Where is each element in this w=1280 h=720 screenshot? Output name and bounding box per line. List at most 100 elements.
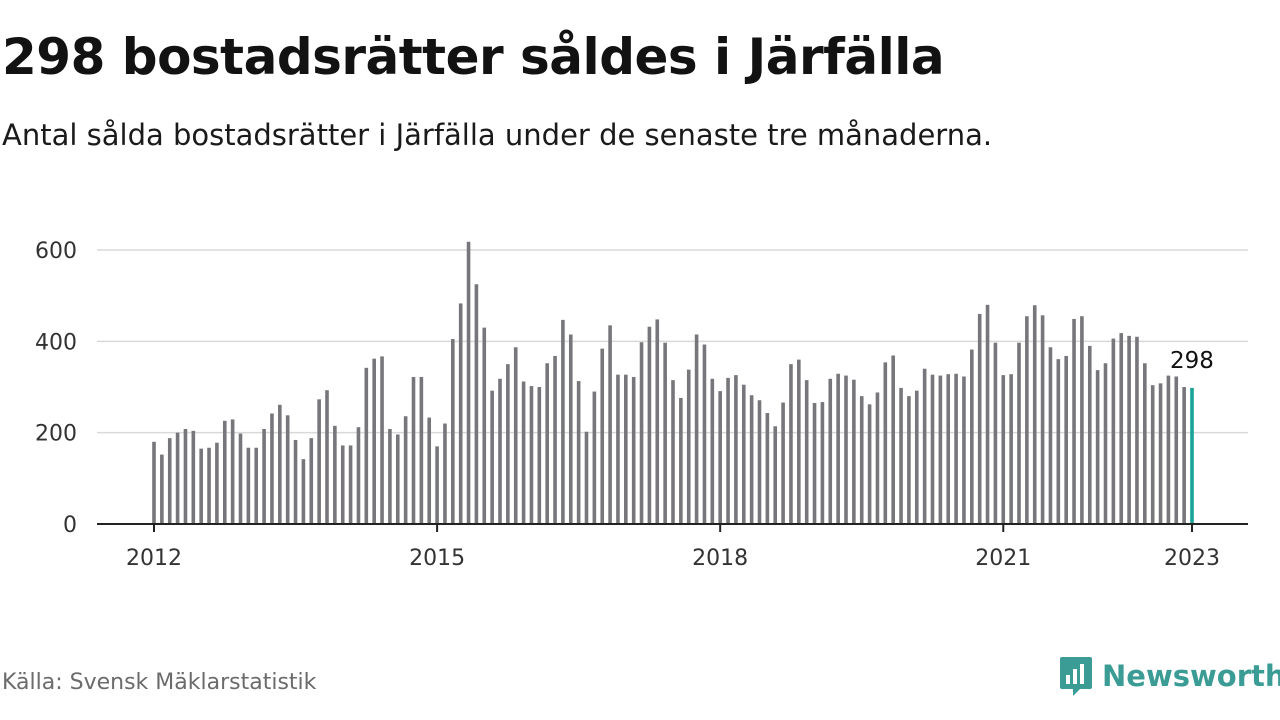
bar [616, 374, 620, 524]
bar [946, 374, 951, 524]
bar [278, 404, 282, 524]
bar [1174, 376, 1179, 524]
bar [820, 402, 825, 524]
bar [498, 378, 502, 524]
bar [458, 303, 463, 524]
bar [207, 447, 211, 524]
bar [757, 400, 762, 524]
bar [1127, 335, 1131, 524]
bar [340, 445, 345, 524]
bar [333, 425, 337, 524]
bar [883, 362, 888, 524]
bar [246, 447, 251, 524]
highlight-value-label: 298 [1170, 348, 1214, 374]
bar [427, 417, 432, 524]
bar [797, 359, 801, 524]
brand-name: Newsworthy [1102, 659, 1280, 693]
bar [1040, 315, 1045, 524]
bar [262, 429, 266, 524]
bar [403, 416, 408, 524]
bar [804, 380, 809, 524]
bar [1166, 375, 1171, 524]
bar [1182, 387, 1186, 524]
bar [1025, 316, 1029, 524]
bar [891, 355, 895, 524]
bar [238, 433, 243, 524]
bar [970, 349, 974, 524]
bar [812, 402, 817, 524]
bar [663, 342, 667, 524]
bar [985, 304, 990, 524]
bar [1056, 359, 1061, 524]
x-tick-label: 2012 [126, 546, 182, 571]
bar [1111, 338, 1116, 524]
bar [1143, 363, 1147, 524]
bar [938, 375, 943, 524]
bar [537, 387, 542, 524]
brand-logo: Newsworthy [1058, 655, 1280, 697]
bar [741, 384, 746, 524]
bar [160, 454, 164, 524]
bar [285, 415, 290, 524]
bar [474, 284, 479, 524]
bar [867, 404, 872, 524]
bar [836, 373, 840, 524]
bar [624, 374, 628, 524]
bar [175, 432, 180, 524]
bar [1009, 374, 1013, 524]
bar [828, 378, 833, 524]
bar [183, 429, 188, 524]
bar [726, 377, 730, 524]
bar [749, 395, 754, 524]
bar [466, 241, 471, 524]
bar [655, 319, 660, 524]
bar [702, 344, 707, 524]
bar [191, 430, 196, 524]
bar [553, 355, 557, 524]
bar [561, 319, 565, 524]
bar [639, 342, 644, 524]
bar [592, 391, 597, 524]
bar [852, 379, 856, 524]
bar [215, 442, 219, 524]
bar [1001, 375, 1006, 524]
bar [576, 381, 581, 524]
bar [765, 413, 770, 524]
bar [954, 373, 958, 524]
bar [395, 434, 400, 524]
bar [199, 448, 203, 524]
bar [631, 376, 636, 524]
bar [694, 334, 699, 524]
bar [419, 376, 424, 524]
bar [513, 347, 518, 524]
bar [301, 459, 306, 524]
bar [1048, 347, 1053, 524]
bar [671, 380, 675, 524]
y-tick-label: 0 [63, 513, 77, 538]
highlight-bar [1190, 387, 1194, 524]
bar [1064, 355, 1068, 524]
y-tick-label: 200 [35, 422, 77, 447]
bar [1158, 383, 1163, 524]
bar [710, 378, 715, 524]
bar [270, 413, 274, 524]
bar [435, 446, 439, 524]
bar [686, 369, 691, 524]
bar [781, 402, 785, 524]
x-tick-label: 2015 [409, 546, 465, 571]
bar [529, 386, 534, 524]
bar [293, 439, 298, 524]
bar [545, 363, 549, 524]
bar [490, 390, 494, 524]
bar [899, 387, 903, 524]
bar [380, 356, 384, 524]
bar [977, 313, 982, 524]
bar [411, 376, 416, 524]
y-tick-label: 600 [35, 239, 77, 264]
bar [1072, 318, 1076, 524]
x-tick-label: 2023 [1164, 546, 1220, 571]
bar [1095, 370, 1100, 524]
bar [167, 438, 172, 524]
bar [388, 429, 392, 524]
